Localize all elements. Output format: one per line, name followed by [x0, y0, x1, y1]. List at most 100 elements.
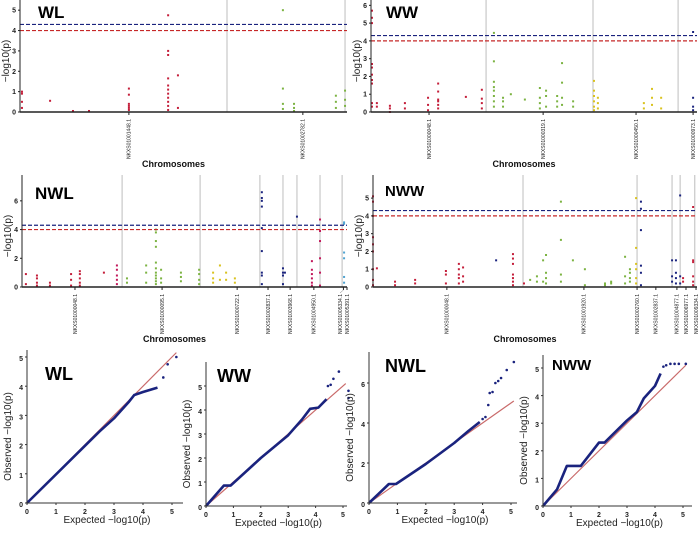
snp-point: [71, 109, 74, 112]
snp-point: [556, 95, 559, 97]
snp-point: [462, 280, 465, 283]
y-axis-title: Observed −log10(p): [345, 393, 356, 482]
snp-point: [628, 271, 631, 274]
snp-point: [639, 264, 642, 267]
snp-point: [344, 98, 347, 101]
snp-point: [154, 277, 157, 280]
snp-point: [102, 271, 105, 274]
snp-point: [343, 251, 346, 254]
y-tick-label: 1: [198, 481, 202, 488]
snp-point: [145, 281, 148, 284]
snp-point: [671, 259, 674, 262]
snp-point: [35, 277, 38, 280]
snp-point: [639, 271, 642, 274]
y-tick-label: 1: [365, 267, 369, 274]
y-axis-title: Observed −log10(p): [3, 392, 14, 481]
x-tick-label: 5: [509, 509, 513, 516]
snp-point: [511, 277, 514, 280]
y-tick-label: 4: [14, 227, 18, 234]
snp-point: [167, 104, 170, 107]
snp-point: [437, 82, 440, 85]
snp-point: [20, 106, 23, 109]
snp-point: [444, 282, 447, 285]
snp-point: [480, 107, 483, 110]
x-tick-label: 3: [452, 509, 456, 516]
snp-point: [154, 261, 157, 264]
snp-point: [642, 107, 645, 110]
snp-point: [674, 271, 677, 274]
snp-point: [35, 281, 38, 284]
snp-point: [628, 280, 631, 283]
snp-point: [561, 96, 564, 99]
x-tick-label: NKXS01003968.1: [288, 294, 294, 334]
observed-pvalue-curve: [205, 398, 328, 507]
y-axis-title: −log10(p): [352, 40, 363, 83]
y-tick-label: 5: [365, 196, 369, 203]
y-tick-label: 2: [365, 249, 369, 256]
y-tick-label: 2: [363, 74, 367, 81]
x-tick-label: NKXS01009334.1: [694, 294, 700, 334]
snp-point: [674, 259, 677, 262]
snp-point: [492, 89, 495, 92]
panel-title: NWW: [552, 357, 592, 374]
snp-point: [176, 74, 179, 77]
observed-pvalue-point: [677, 362, 681, 366]
x-tick-label: 2: [424, 509, 428, 516]
manhattan-panel-nww: 0 1 2 3 4 5 NKXS01000048.1 NKXS01001920.1 NKXS01…: [354, 175, 700, 344]
snp-point: [198, 278, 201, 281]
snp-point: [179, 280, 182, 283]
snp-point: [260, 227, 263, 230]
snp-point: [115, 264, 118, 267]
snp-point: [334, 106, 337, 109]
snp-point: [281, 9, 284, 12]
panel-title: WL: [45, 364, 73, 384]
y-tick-label: 3: [365, 231, 369, 238]
snp-point: [167, 84, 170, 87]
snp-point: [127, 108, 130, 111]
y-tick-label: 4: [198, 409, 202, 416]
y-tick-label: 2: [198, 457, 202, 464]
snp-point: [20, 92, 23, 95]
snp-point: [115, 274, 118, 277]
snp-point: [260, 250, 263, 253]
snp-point: [457, 262, 460, 265]
snp-point: [24, 273, 27, 276]
x-tick-label: 1: [54, 509, 58, 516]
snp-point: [35, 284, 38, 287]
snp-point: [115, 278, 118, 281]
snp-point: [642, 102, 645, 105]
snp-point: [639, 207, 642, 210]
observed-pvalue-point: [486, 403, 490, 407]
snp-point: [682, 280, 685, 283]
snp-point: [167, 100, 170, 103]
snp-point: [154, 283, 157, 286]
snp-point: [592, 79, 595, 82]
snp-point: [125, 277, 128, 280]
y-tick-label: 3: [535, 422, 539, 429]
y-tick-label: 0: [19, 502, 23, 509]
snp-point: [571, 259, 574, 262]
snp-point: [343, 222, 346, 225]
snp-point: [635, 277, 638, 280]
snp-point: [545, 282, 548, 285]
snp-point: [293, 106, 296, 109]
snp-point: [160, 281, 163, 284]
snp-point: [495, 259, 498, 262]
snp-point: [115, 283, 118, 286]
qq-panel-wl: 0 1 2 3 4 5 0 1 2 3 4 5 Expected −log10(p) Observed −…: [3, 350, 183, 526]
snp-point: [281, 274, 284, 277]
x-tick-label: 5: [681, 512, 685, 519]
panel-title: NWW: [385, 183, 425, 200]
snp-point: [511, 262, 514, 265]
snp-point: [319, 240, 322, 243]
snp-point: [572, 105, 575, 108]
snp-point: [167, 14, 170, 17]
x-tick-label: NKXS01005334.1: [338, 294, 344, 334]
snp-point: [70, 284, 73, 287]
snp-point: [283, 271, 286, 274]
snp-point: [462, 266, 465, 269]
y-tick-label: 4: [363, 38, 367, 45]
snp-point: [293, 109, 296, 112]
snp-point: [674, 277, 677, 280]
snp-point: [511, 257, 514, 260]
